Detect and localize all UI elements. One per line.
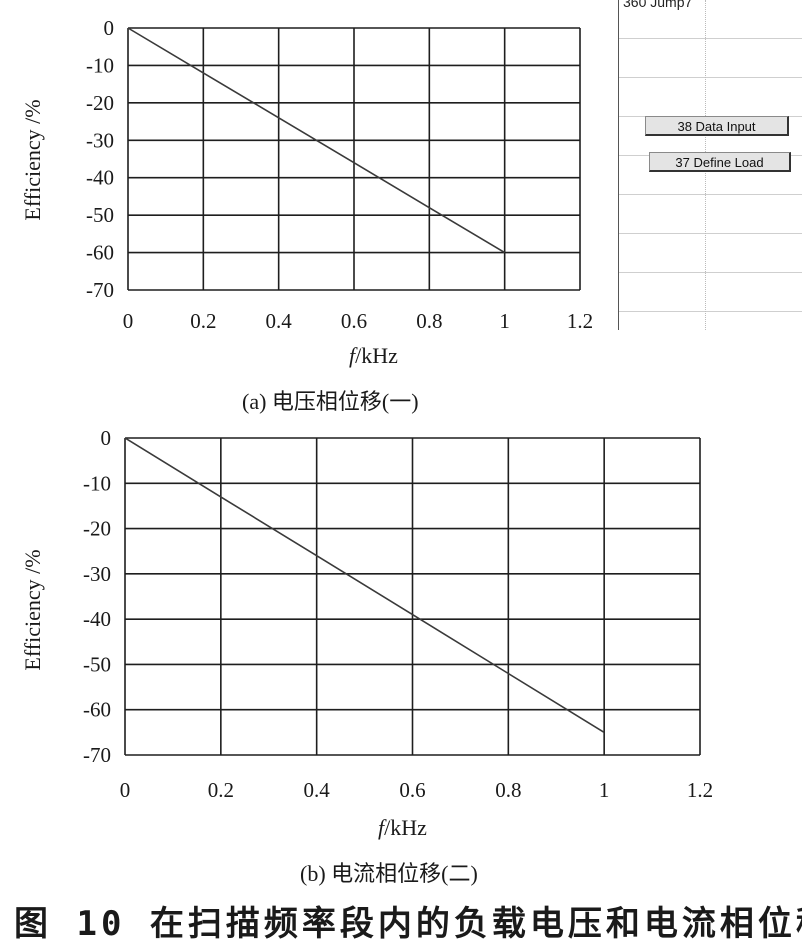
y-tick-label: -40 xyxy=(83,607,111,631)
data-input-button[interactable]: 38 Data Input xyxy=(645,116,789,136)
y-tick-label: -30 xyxy=(83,562,111,586)
x-tick-label: 0.2 xyxy=(208,778,234,802)
series-line xyxy=(124,437,605,734)
x-tick-label: 0.6 xyxy=(341,309,367,333)
y-tick-label: 0 xyxy=(101,426,112,450)
y-tick-label: -10 xyxy=(86,53,114,77)
x-tick-label: 1.2 xyxy=(567,309,593,333)
y-axis-label: Efficiency /% xyxy=(20,99,45,220)
x-axis-unit: /kHz xyxy=(384,815,427,840)
caption-b: (b) 电流相位移(二) xyxy=(300,861,478,886)
x-axis-variable: f xyxy=(378,815,385,840)
y-tick-label: -70 xyxy=(83,743,111,767)
y-tick-label: -10 xyxy=(83,471,111,495)
y-tick-label: -20 xyxy=(83,517,111,541)
x-tick-label: 1.2 xyxy=(687,778,713,802)
chart-b: 0 0.2 0.4 0.6 0.8 1 1.2 0 -10 -20 -30 -40 -50 -60 -70 E… xyxy=(20,426,713,802)
x-tick-label: 0.4 xyxy=(304,778,331,802)
y-tick-label: -50 xyxy=(86,203,114,227)
series-line xyxy=(127,27,506,254)
x-axis-variable: f xyxy=(349,343,356,368)
figure-title: 图 10 在扫描频率段内的负载电压和电流相位移 xyxy=(14,904,802,944)
y-tick-label: -30 xyxy=(86,128,114,152)
x-tick-label: 1 xyxy=(599,778,610,802)
y-tick-label: -60 xyxy=(86,241,114,265)
x-axis-label-a: f/kHz xyxy=(349,343,398,369)
caption-a: (a) 电压相位移(一) xyxy=(242,389,419,414)
y-tick-label: -50 xyxy=(83,652,111,676)
y-axis-label: Efficiency /% xyxy=(20,549,45,670)
ansys-command-panel: 360 Jump7 38 Data Input 37 Define Load xyxy=(618,0,802,330)
x-axis-label-b: f/kHz xyxy=(378,815,427,841)
x-axis-unit: /kHz xyxy=(355,343,398,368)
x-tick-label: 0.6 xyxy=(399,778,425,802)
define-load-button[interactable]: 37 Define Load xyxy=(649,152,791,172)
x-tick-label: 0.4 xyxy=(266,309,293,333)
y-tick-label: -20 xyxy=(86,91,114,115)
y-tick-label: -40 xyxy=(86,166,114,190)
x-tick-label: 1 xyxy=(499,309,510,333)
x-tick-label: 0.2 xyxy=(190,309,216,333)
y-tick-label: -70 xyxy=(86,278,114,302)
x-tick-label: 0.8 xyxy=(495,778,521,802)
panel-header: 360 Jump7 xyxy=(623,0,693,10)
x-tick-label: 0.8 xyxy=(416,309,442,333)
chart-a: 0 0.2 0.4 0.6 0.8 1 1.2 0 -10 -20 -30 -40 -50 -60 -70 E… xyxy=(20,16,593,333)
x-tick-label: 0 xyxy=(120,778,131,802)
y-tick-label: -60 xyxy=(83,698,111,722)
x-tick-label: 0 xyxy=(123,309,134,333)
y-tick-label: 0 xyxy=(104,16,115,40)
